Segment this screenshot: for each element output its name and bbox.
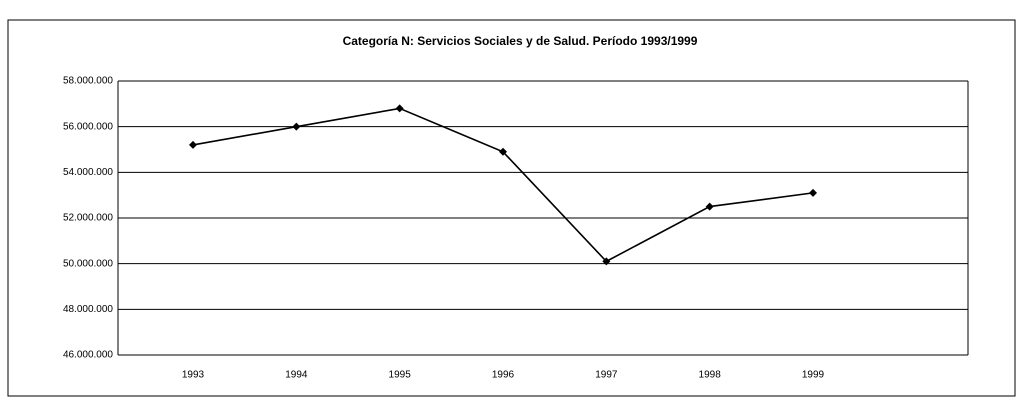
y-tick-label: 54.000.000 [63, 167, 113, 178]
data-point [189, 140, 197, 149]
x-tick-label: 1996 [492, 370, 515, 381]
data-point [602, 257, 611, 266]
y-tick-label: 48.000.000 [63, 304, 113, 315]
x-tick-label: 1997 [595, 370, 618, 381]
data-point [395, 104, 404, 113]
chart-title: Categoría N: Servicios Sociales y de Sal… [343, 34, 698, 48]
y-tick-label: 50.000.000 [63, 258, 113, 269]
data-point [499, 147, 507, 156]
y-tick-label: 56.000.000 [63, 121, 113, 132]
x-tick-label: 1993 [182, 370, 205, 381]
data-point [705, 202, 714, 211]
x-tick-label: 1998 [699, 370, 722, 381]
data-point [809, 188, 817, 197]
data-point [292, 122, 301, 131]
x-tick-label: 1999 [802, 370, 825, 381]
x-tick-label: 1995 [389, 370, 412, 381]
series-line [192, 107, 814, 263]
y-tick-label: 46.000.000 [63, 350, 113, 361]
x-tick-label: 1994 [285, 370, 308, 381]
y-tick-label: 52.000.000 [63, 213, 113, 224]
y-tick-label: 58.000.000 [63, 76, 113, 87]
chart-frame [7, 19, 1016, 397]
